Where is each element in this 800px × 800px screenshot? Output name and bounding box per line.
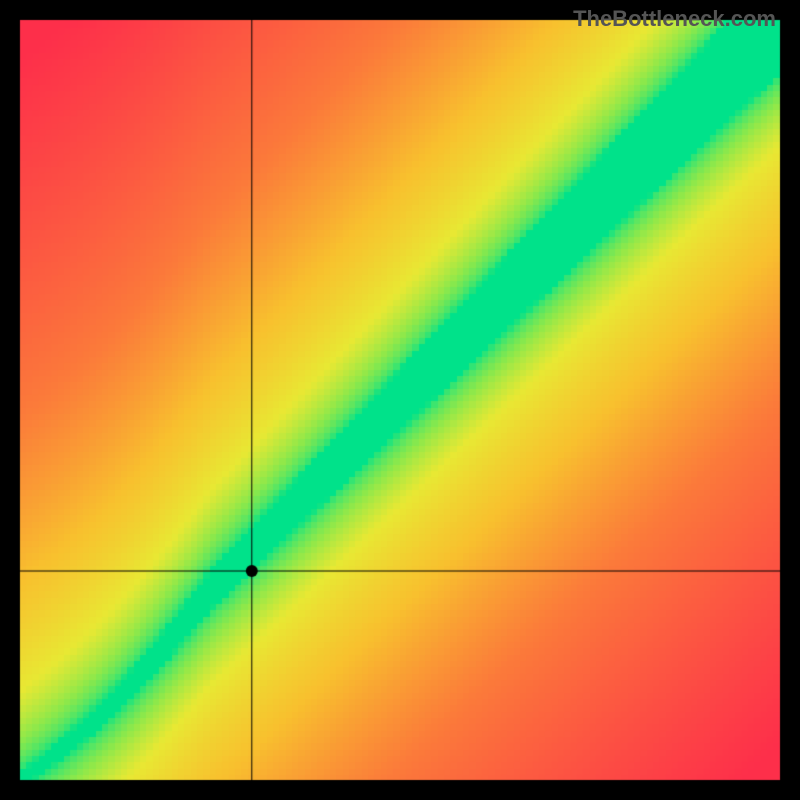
chart-container: TheBottleneck.com [0,0,800,800]
watermark-text: TheBottleneck.com [573,6,776,32]
bottleneck-heatmap [0,0,800,800]
